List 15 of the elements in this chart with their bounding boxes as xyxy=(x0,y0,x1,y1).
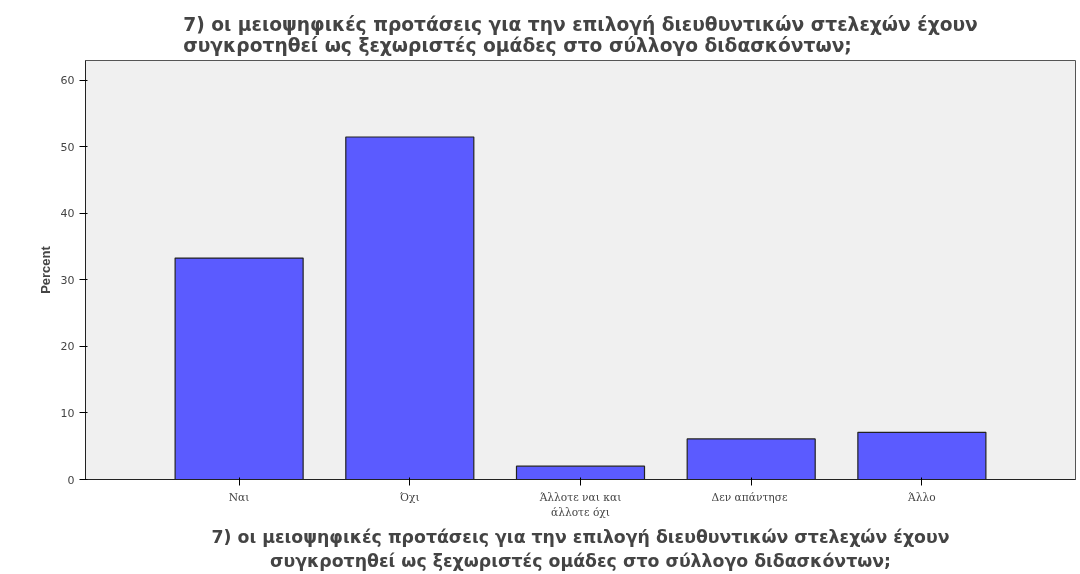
y-tick-label: 60 xyxy=(60,74,75,88)
y-axis-title: Percent xyxy=(37,245,53,294)
y-tick-label: 50 xyxy=(60,140,75,154)
y-tick-label: 20 xyxy=(60,340,75,354)
x-tick-label: Άλλοτε ναι και άλλοτε όχι xyxy=(538,490,622,520)
y-tick-label: 10 xyxy=(60,406,75,420)
x-tick-label: Ναι xyxy=(228,490,250,504)
y-tick-label: 40 xyxy=(60,207,75,221)
x-tick-label: Όχι xyxy=(400,490,420,504)
x-tick-label: Άλλο xyxy=(907,490,936,504)
chart-title: 7) οι μειοψηφικές προτάσεις για την επιλογή διευθυντικών στελεχών έχουν συγκροτηθεί ως ξεχωριστές ομάδες στο σύλλογο διδασκόντων; xyxy=(183,13,978,56)
y-tick-label: 30 xyxy=(60,273,75,287)
x-tick-label: Δεν απάντησε xyxy=(711,490,788,504)
y-tick-label: 0 xyxy=(67,473,75,487)
x-axis-title: 7) οι μειοψηφικές προτάσεις για την επιλογή διευθυντικών στελεχών έχουν συγκροτηθεί ως ξεχωριστές ομάδες στο σύλλογο διδασκόντων; xyxy=(211,527,950,572)
